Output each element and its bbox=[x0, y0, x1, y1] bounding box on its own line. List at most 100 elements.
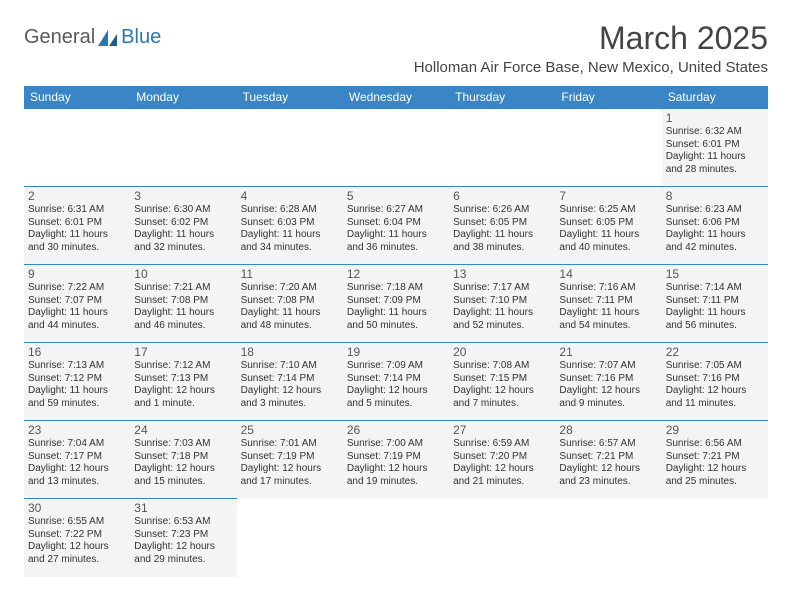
day-info: Sunrise: 6:27 AMSunset: 6:04 PMDaylight:… bbox=[347, 204, 445, 254]
day-number: 18 bbox=[241, 345, 339, 359]
sunrise-text: Sunrise: 7:10 AM bbox=[241, 360, 339, 373]
sunrise-text: Sunrise: 7:07 AM bbox=[559, 360, 657, 373]
day-header: Sunday bbox=[24, 86, 130, 109]
day-info: Sunrise: 7:21 AMSunset: 7:08 PMDaylight:… bbox=[134, 282, 232, 332]
day-info: Sunrise: 7:03 AMSunset: 7:18 PMDaylight:… bbox=[134, 438, 232, 488]
day-number: 31 bbox=[134, 501, 232, 515]
sunset-text: Sunset: 7:20 PM bbox=[453, 451, 551, 464]
calendar-day-empty bbox=[343, 109, 449, 187]
day-info: Sunrise: 7:20 AMSunset: 7:08 PMDaylight:… bbox=[241, 282, 339, 332]
calendar-day: 8Sunrise: 6:23 AMSunset: 6:06 PMDaylight… bbox=[662, 187, 768, 265]
sunrise-text: Sunrise: 7:01 AM bbox=[241, 438, 339, 451]
calendar-day-empty bbox=[555, 109, 661, 187]
sunrise-text: Sunrise: 7:20 AM bbox=[241, 282, 339, 295]
day-number: 4 bbox=[241, 189, 339, 203]
sunset-text: Sunset: 7:08 PM bbox=[134, 295, 232, 308]
sunset-text: Sunset: 6:05 PM bbox=[559, 217, 657, 230]
day-info: Sunrise: 6:57 AMSunset: 7:21 PMDaylight:… bbox=[559, 438, 657, 488]
calendar-day: 18Sunrise: 7:10 AMSunset: 7:14 PMDayligh… bbox=[237, 343, 343, 421]
daylight-text: Daylight: 12 hours and 7 minutes. bbox=[453, 385, 551, 410]
sunrise-text: Sunrise: 6:56 AM bbox=[666, 438, 764, 451]
day-info: Sunrise: 7:16 AMSunset: 7:11 PMDaylight:… bbox=[559, 282, 657, 332]
calendar-day: 21Sunrise: 7:07 AMSunset: 7:16 PMDayligh… bbox=[555, 343, 661, 421]
daylight-text: Daylight: 12 hours and 13 minutes. bbox=[28, 463, 126, 488]
day-number: 2 bbox=[28, 189, 126, 203]
sunrise-text: Sunrise: 7:05 AM bbox=[666, 360, 764, 373]
sunrise-text: Sunrise: 6:53 AM bbox=[134, 516, 232, 529]
sunrise-text: Sunrise: 6:27 AM bbox=[347, 204, 445, 217]
sunset-text: Sunset: 7:11 PM bbox=[559, 295, 657, 308]
calendar-day-empty bbox=[130, 109, 236, 187]
calendar-body: 1Sunrise: 6:32 AMSunset: 6:01 PMDaylight… bbox=[24, 109, 768, 577]
sunrise-text: Sunrise: 6:30 AM bbox=[134, 204, 232, 217]
sunrise-text: Sunrise: 7:12 AM bbox=[134, 360, 232, 373]
day-info: Sunrise: 7:01 AMSunset: 7:19 PMDaylight:… bbox=[241, 438, 339, 488]
calendar-header: SundayMondayTuesdayWednesdayThursdayFrid… bbox=[24, 86, 768, 109]
day-number: 29 bbox=[666, 423, 764, 437]
header-row: General Blue March 2025 Holloman Air For… bbox=[24, 20, 768, 76]
sunrise-text: Sunrise: 6:31 AM bbox=[28, 204, 126, 217]
daylight-text: Daylight: 12 hours and 1 minute. bbox=[134, 385, 232, 410]
calendar-day: 26Sunrise: 7:00 AMSunset: 7:19 PMDayligh… bbox=[343, 421, 449, 499]
sunrise-text: Sunrise: 6:55 AM bbox=[28, 516, 126, 529]
daylight-text: Daylight: 12 hours and 23 minutes. bbox=[559, 463, 657, 488]
calendar-week: 23Sunrise: 7:04 AMSunset: 7:17 PMDayligh… bbox=[24, 421, 768, 499]
sunrise-text: Sunrise: 7:21 AM bbox=[134, 282, 232, 295]
sunrise-text: Sunrise: 6:26 AM bbox=[453, 204, 551, 217]
sunset-text: Sunset: 7:16 PM bbox=[666, 373, 764, 386]
sunset-text: Sunset: 7:09 PM bbox=[347, 295, 445, 308]
day-number: 30 bbox=[28, 501, 126, 515]
daylight-text: Daylight: 11 hours and 46 minutes. bbox=[134, 307, 232, 332]
day-number: 5 bbox=[347, 189, 445, 203]
day-info: Sunrise: 6:26 AMSunset: 6:05 PMDaylight:… bbox=[453, 204, 551, 254]
daylight-text: Daylight: 11 hours and 36 minutes. bbox=[347, 229, 445, 254]
day-info: Sunrise: 7:07 AMSunset: 7:16 PMDaylight:… bbox=[559, 360, 657, 410]
day-number: 16 bbox=[28, 345, 126, 359]
sunset-text: Sunset: 7:22 PM bbox=[28, 529, 126, 542]
day-info: Sunrise: 7:08 AMSunset: 7:15 PMDaylight:… bbox=[453, 360, 551, 410]
sunset-text: Sunset: 7:11 PM bbox=[666, 295, 764, 308]
day-info: Sunrise: 7:22 AMSunset: 7:07 PMDaylight:… bbox=[28, 282, 126, 332]
day-number: 20 bbox=[453, 345, 551, 359]
day-number: 24 bbox=[134, 423, 232, 437]
day-info: Sunrise: 6:30 AMSunset: 6:02 PMDaylight:… bbox=[134, 204, 232, 254]
day-number: 21 bbox=[559, 345, 657, 359]
sunrise-text: Sunrise: 6:32 AM bbox=[666, 126, 764, 139]
day-info: Sunrise: 6:31 AMSunset: 6:01 PMDaylight:… bbox=[28, 204, 126, 254]
day-number: 7 bbox=[559, 189, 657, 203]
day-info: Sunrise: 7:05 AMSunset: 7:16 PMDaylight:… bbox=[666, 360, 764, 410]
sunset-text: Sunset: 7:15 PM bbox=[453, 373, 551, 386]
logo: General Blue bbox=[24, 26, 161, 49]
day-info: Sunrise: 6:23 AMSunset: 6:06 PMDaylight:… bbox=[666, 204, 764, 254]
day-info: Sunrise: 7:10 AMSunset: 7:14 PMDaylight:… bbox=[241, 360, 339, 410]
day-header: Friday bbox=[555, 86, 661, 109]
day-number: 6 bbox=[453, 189, 551, 203]
calendar-week: 2Sunrise: 6:31 AMSunset: 6:01 PMDaylight… bbox=[24, 187, 768, 265]
title-block: March 2025 Holloman Air Force Base, New … bbox=[414, 20, 768, 76]
day-header: Monday bbox=[130, 86, 236, 109]
calendar-day: 1Sunrise: 6:32 AMSunset: 6:01 PMDaylight… bbox=[662, 109, 768, 187]
daylight-text: Daylight: 12 hours and 29 minutes. bbox=[134, 541, 232, 566]
daylight-text: Daylight: 12 hours and 17 minutes. bbox=[241, 463, 339, 488]
daylight-text: Daylight: 11 hours and 54 minutes. bbox=[559, 307, 657, 332]
calendar-day-empty bbox=[449, 109, 555, 187]
day-number: 3 bbox=[134, 189, 232, 203]
daylight-text: Daylight: 11 hours and 52 minutes. bbox=[453, 307, 551, 332]
calendar-day: 5Sunrise: 6:27 AMSunset: 6:04 PMDaylight… bbox=[343, 187, 449, 265]
logo-text-blue: Blue bbox=[121, 26, 161, 49]
daylight-text: Daylight: 12 hours and 3 minutes. bbox=[241, 385, 339, 410]
calendar-day: 3Sunrise: 6:30 AMSunset: 6:02 PMDaylight… bbox=[130, 187, 236, 265]
day-info: Sunrise: 7:17 AMSunset: 7:10 PMDaylight:… bbox=[453, 282, 551, 332]
sunset-text: Sunset: 7:14 PM bbox=[347, 373, 445, 386]
day-info: Sunrise: 7:18 AMSunset: 7:09 PMDaylight:… bbox=[347, 282, 445, 332]
calendar-day: 30Sunrise: 6:55 AMSunset: 7:22 PMDayligh… bbox=[24, 499, 130, 577]
sunrise-text: Sunrise: 7:08 AM bbox=[453, 360, 551, 373]
daylight-text: Daylight: 11 hours and 40 minutes. bbox=[559, 229, 657, 254]
page-title: March 2025 bbox=[414, 20, 768, 57]
calendar-day: 20Sunrise: 7:08 AMSunset: 7:15 PMDayligh… bbox=[449, 343, 555, 421]
day-info: Sunrise: 6:55 AMSunset: 7:22 PMDaylight:… bbox=[28, 516, 126, 566]
calendar-day: 28Sunrise: 6:57 AMSunset: 7:21 PMDayligh… bbox=[555, 421, 661, 499]
sunset-text: Sunset: 7:21 PM bbox=[559, 451, 657, 464]
calendar-day: 4Sunrise: 6:28 AMSunset: 6:03 PMDaylight… bbox=[237, 187, 343, 265]
sunrise-text: Sunrise: 7:00 AM bbox=[347, 438, 445, 451]
